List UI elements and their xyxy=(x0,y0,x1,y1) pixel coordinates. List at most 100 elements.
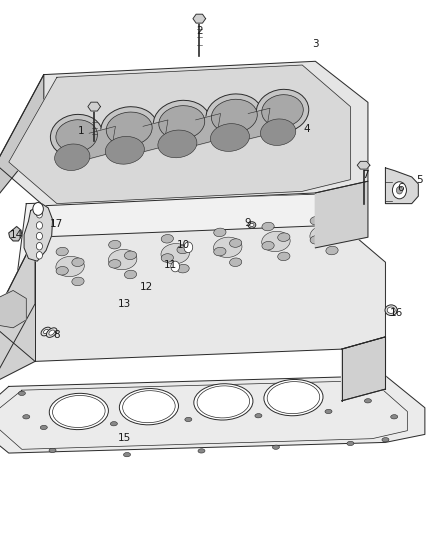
Ellipse shape xyxy=(109,240,121,249)
Ellipse shape xyxy=(109,249,137,270)
Ellipse shape xyxy=(310,225,338,246)
Ellipse shape xyxy=(197,386,250,418)
Polygon shape xyxy=(0,61,368,206)
Ellipse shape xyxy=(185,417,192,422)
Ellipse shape xyxy=(23,415,30,419)
Ellipse shape xyxy=(120,389,178,425)
Polygon shape xyxy=(0,290,26,328)
Polygon shape xyxy=(244,108,270,140)
Ellipse shape xyxy=(278,252,290,261)
Ellipse shape xyxy=(326,227,338,236)
Ellipse shape xyxy=(261,119,296,146)
Polygon shape xyxy=(0,75,44,198)
Ellipse shape xyxy=(161,235,173,243)
Ellipse shape xyxy=(106,112,152,146)
Ellipse shape xyxy=(262,222,274,231)
Ellipse shape xyxy=(49,393,108,430)
Ellipse shape xyxy=(387,307,395,313)
Text: 2: 2 xyxy=(196,26,203,36)
Ellipse shape xyxy=(326,246,338,255)
Ellipse shape xyxy=(56,247,68,256)
Ellipse shape xyxy=(267,382,320,414)
Ellipse shape xyxy=(46,328,57,337)
Ellipse shape xyxy=(214,228,226,237)
Ellipse shape xyxy=(72,277,84,286)
Ellipse shape xyxy=(391,415,398,419)
Ellipse shape xyxy=(212,99,257,133)
Ellipse shape xyxy=(177,264,189,273)
Polygon shape xyxy=(138,120,168,153)
Text: 16: 16 xyxy=(390,308,403,318)
Ellipse shape xyxy=(325,409,332,414)
Ellipse shape xyxy=(248,222,256,228)
Polygon shape xyxy=(315,181,368,248)
Ellipse shape xyxy=(177,245,189,254)
Text: 6: 6 xyxy=(397,183,404,192)
Ellipse shape xyxy=(194,384,253,420)
Text: 1: 1 xyxy=(78,126,85,135)
Circle shape xyxy=(36,211,42,218)
Polygon shape xyxy=(342,337,385,401)
Polygon shape xyxy=(191,114,221,147)
Text: 4: 4 xyxy=(303,124,310,134)
Circle shape xyxy=(184,242,193,253)
Polygon shape xyxy=(9,65,350,204)
Polygon shape xyxy=(24,204,53,261)
Text: 15: 15 xyxy=(118,433,131,443)
Ellipse shape xyxy=(364,399,371,403)
Polygon shape xyxy=(357,161,370,169)
Polygon shape xyxy=(18,193,350,278)
Ellipse shape xyxy=(56,120,97,152)
Text: 5: 5 xyxy=(416,175,423,184)
Ellipse shape xyxy=(214,247,226,256)
Text: 7: 7 xyxy=(362,170,369,180)
Text: 17: 17 xyxy=(49,219,63,229)
Circle shape xyxy=(36,252,42,259)
Ellipse shape xyxy=(262,231,290,252)
Ellipse shape xyxy=(72,258,84,266)
Polygon shape xyxy=(0,237,35,384)
Ellipse shape xyxy=(256,90,309,132)
Circle shape xyxy=(36,222,42,229)
Ellipse shape xyxy=(310,216,322,225)
Ellipse shape xyxy=(124,453,131,457)
Ellipse shape xyxy=(110,422,117,426)
Ellipse shape xyxy=(56,266,68,275)
Polygon shape xyxy=(342,337,385,401)
Ellipse shape xyxy=(159,106,205,140)
Ellipse shape xyxy=(214,237,242,257)
Polygon shape xyxy=(0,225,385,361)
Ellipse shape xyxy=(230,258,242,266)
Ellipse shape xyxy=(55,144,90,171)
Ellipse shape xyxy=(105,136,145,164)
Polygon shape xyxy=(9,227,22,241)
Ellipse shape xyxy=(158,130,197,158)
Ellipse shape xyxy=(124,270,137,279)
Ellipse shape xyxy=(264,379,323,416)
Ellipse shape xyxy=(382,438,389,442)
Ellipse shape xyxy=(272,445,279,449)
Ellipse shape xyxy=(262,241,274,250)
Polygon shape xyxy=(85,126,115,160)
Text: 12: 12 xyxy=(140,282,153,292)
Circle shape xyxy=(396,187,403,194)
Polygon shape xyxy=(88,102,100,111)
Ellipse shape xyxy=(198,449,205,453)
Ellipse shape xyxy=(109,260,121,268)
Ellipse shape xyxy=(49,330,54,335)
Ellipse shape xyxy=(250,223,254,227)
Ellipse shape xyxy=(18,391,25,395)
Ellipse shape xyxy=(40,425,47,430)
Circle shape xyxy=(36,243,42,250)
Ellipse shape xyxy=(278,233,290,241)
Ellipse shape xyxy=(255,414,262,418)
Ellipse shape xyxy=(310,236,322,244)
Ellipse shape xyxy=(50,115,103,157)
Polygon shape xyxy=(0,376,425,453)
Polygon shape xyxy=(0,237,35,384)
Ellipse shape xyxy=(43,329,49,334)
Ellipse shape xyxy=(41,327,51,336)
Ellipse shape xyxy=(161,254,173,262)
Ellipse shape xyxy=(210,124,250,151)
Ellipse shape xyxy=(49,448,56,453)
